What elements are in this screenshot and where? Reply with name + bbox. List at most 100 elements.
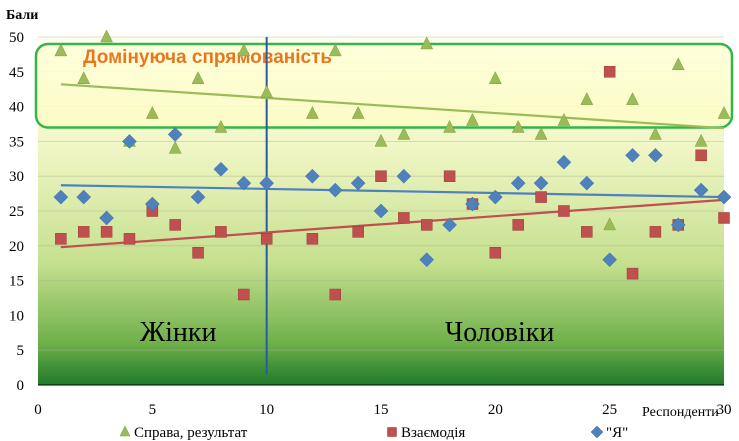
data-point [648, 126, 662, 140]
legend: Справа, результат Взаємодія "Я" [119, 425, 628, 441]
legend-marker [387, 427, 397, 437]
data-point [512, 219, 524, 231]
data-point [77, 226, 90, 238]
legend-marker [590, 425, 604, 439]
data-point [625, 147, 640, 163]
data-point [443, 119, 457, 133]
data-point [602, 252, 618, 268]
y-tick-label: 0 [17, 378, 25, 394]
y-tick-label: 35 [9, 134, 24, 150]
data-point [375, 170, 387, 182]
data-point [603, 217, 617, 231]
data-point [603, 66, 616, 78]
data-point [420, 219, 433, 231]
x-axis-label: Респонденти [642, 405, 719, 420]
legend-label: Взаємодія [401, 425, 465, 441]
dominant-band [34, 42, 734, 129]
x-tick-label: 30 [717, 402, 732, 418]
data-point [144, 196, 160, 212]
data-point [488, 71, 502, 85]
data-point [259, 175, 275, 191]
data-point [191, 71, 205, 85]
data-point [329, 288, 342, 301]
data-point [716, 189, 732, 205]
data-point [535, 191, 547, 203]
trendline [60, 83, 725, 130]
x-tick-labels: 0 5 10 15 20 25 30 [34, 402, 731, 418]
data-point [306, 233, 319, 245]
legend-item: "Я" [590, 425, 628, 441]
y-tick-label: 20 [9, 239, 24, 255]
x-tick-label: 20 [488, 402, 503, 418]
data-point [695, 149, 707, 162]
data-point [648, 147, 663, 163]
data-point [533, 175, 549, 191]
data-point [99, 210, 114, 226]
data-point [100, 29, 114, 43]
data-point [443, 170, 456, 182]
data-point [374, 133, 388, 147]
data-point [558, 205, 570, 217]
data-point [214, 119, 228, 133]
data-point [213, 161, 229, 177]
legend-item: Справа, результат [119, 425, 248, 441]
data-point [510, 175, 526, 191]
y-tick-label: 25 [9, 204, 24, 220]
data-point [442, 217, 457, 233]
y-tick-label: 40 [9, 100, 24, 116]
y-tick-labels: 0 5 10 15 20 25 30 35 40 45 50 [9, 30, 24, 394]
data-point [511, 119, 525, 133]
data-point [145, 106, 159, 119]
x-tick-label: 0 [34, 402, 42, 418]
data-point [122, 134, 137, 149]
data-point [54, 43, 68, 57]
data-point [489, 247, 502, 259]
data-point [327, 182, 343, 198]
data-point [556, 154, 572, 170]
data-point [420, 36, 434, 50]
data-point [305, 106, 319, 119]
data-point [53, 189, 69, 205]
data-point [465, 196, 480, 212]
y-axis-label: Бали [6, 8, 38, 23]
y-tick-label: 45 [9, 65, 24, 81]
data-point [123, 233, 136, 245]
region-label-men: Чоловіки [445, 317, 554, 348]
data-point [260, 85, 274, 98]
data-point [55, 233, 67, 245]
data-point [534, 126, 548, 140]
data-point [579, 175, 595, 191]
data-point [398, 212, 410, 224]
y-tick-label: 50 [9, 30, 24, 46]
data-point [717, 106, 731, 119]
legend-marker [119, 425, 131, 437]
x-tick-label: 5 [149, 402, 157, 418]
data-points [53, 29, 732, 301]
x-tick-label: 15 [374, 402, 389, 418]
x-tick-label: 10 [259, 402, 274, 418]
data-point [671, 57, 685, 71]
data-point [718, 212, 730, 224]
data-point [670, 217, 686, 233]
data-point [77, 71, 91, 85]
legend-item: Взаємодія [387, 425, 465, 441]
data-point [237, 43, 251, 57]
data-point [350, 175, 366, 191]
data-point [351, 106, 365, 119]
data-point [397, 126, 411, 140]
data-point [580, 92, 594, 105]
data-point [396, 168, 412, 184]
data-point [694, 133, 708, 147]
data-point [236, 175, 252, 191]
data-point [190, 189, 206, 205]
data-point [100, 226, 113, 238]
series-1 [54, 29, 731, 231]
data-point [76, 189, 92, 205]
legend-label: "Я" [606, 425, 628, 441]
y-tick-label: 10 [9, 308, 24, 324]
y-tick-label: 5 [17, 343, 25, 359]
y-tick-label: 30 [9, 169, 24, 185]
series-3 [53, 127, 732, 268]
data-point [487, 189, 503, 205]
